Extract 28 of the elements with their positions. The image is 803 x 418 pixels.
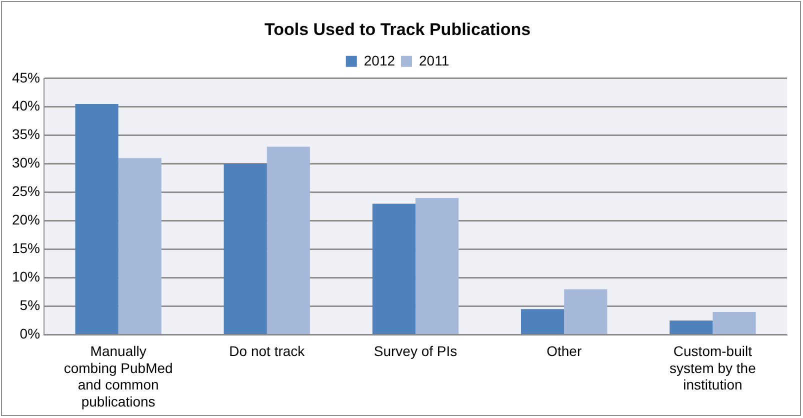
bar [416, 198, 459, 334]
bar [75, 104, 118, 334]
y-tick-label: 20% [12, 212, 40, 228]
y-tick-label: 40% [12, 98, 40, 114]
y-tick-label: 0% [20, 326, 40, 342]
x-tick-label: Do not track [229, 343, 306, 360]
bar [712, 312, 756, 334]
bar [224, 164, 267, 334]
x-tick-label: Custom-built system by the institution [670, 343, 756, 393]
y-tick-label: 30% [12, 154, 40, 171]
y-tick-label: 25% [12, 183, 40, 200]
y-tick-label: 35% [12, 126, 40, 142]
y-tick-label: 10% [12, 268, 40, 285]
chart-title: Tools Used to Track Publications [264, 20, 531, 39]
y-tick-label: 45% [12, 69, 40, 86]
x-tick-label: Survey of PIs [374, 343, 458, 360]
y-tick-label: 15% [12, 240, 40, 256]
bar [266, 146, 310, 334]
bar [521, 309, 564, 334]
bar [118, 158, 162, 334]
legend-label: 2012 [364, 52, 396, 68]
bar [670, 320, 713, 334]
legend-label: 2011 [419, 52, 450, 68]
bar [564, 289, 608, 334]
x-tick-label: Other [546, 343, 582, 360]
bar [372, 204, 416, 334]
x-tick-label: Manually combing PubMed and common publications [64, 343, 173, 410]
y-tick-label: 5% [20, 297, 40, 314]
